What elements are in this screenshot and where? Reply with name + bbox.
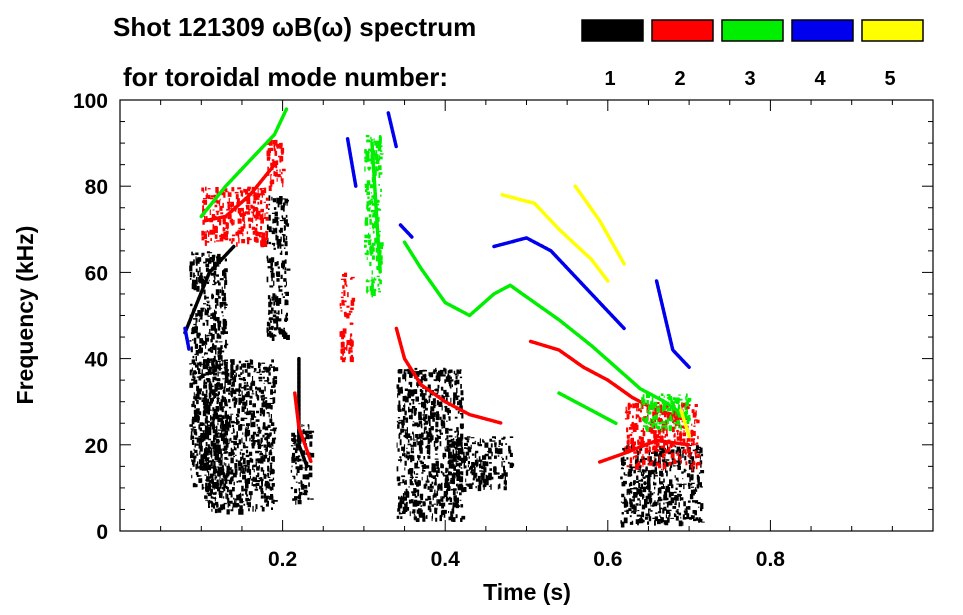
track-mode-2-0 — [203, 162, 277, 223]
y-tick-label: 40 — [85, 349, 108, 372]
x-tick-label: 0.4 — [431, 548, 461, 571]
track-mode-3-0 — [199, 106, 289, 219]
track-mode-4-4 — [654, 279, 691, 369]
blob-mode-1-3 — [290, 424, 315, 505]
blob-mode-2-2-fill — [339, 272, 356, 363]
y-tick-label: 0 — [96, 521, 108, 544]
y-axis-label: Frequency (kHz) — [12, 226, 38, 405]
blob-mode-2-2 — [339, 272, 356, 363]
track-mode-2-2 — [394, 326, 504, 426]
track-mode-5-0 — [500, 193, 610, 283]
track-mode-4-1 — [386, 111, 399, 150]
legend-swatch-mode-2 — [651, 19, 714, 42]
y-tick-label: 60 — [85, 262, 108, 285]
track-mode-4-2 — [398, 223, 415, 240]
track-mode-3-2 — [370, 141, 382, 275]
series-mode-3 — [199, 106, 692, 432]
track-mode-2-4 — [597, 438, 691, 464]
x-tick-label: 0.2 — [268, 548, 297, 571]
track-mode-1-1 — [183, 244, 236, 335]
title-line-1: Shot 121309 ωB(ω) spectrum — [113, 12, 476, 42]
legend: 1 2 3 4 5 — [581, 19, 924, 90]
legend-mode-1: 1 — [604, 68, 615, 90]
legend-mode-3: 3 — [744, 68, 755, 90]
mode-spectra — [183, 106, 705, 528]
track-mode-4-0 — [183, 326, 191, 352]
blob-mode-1-5-fill — [445, 436, 515, 492]
legend-swatch-mode-4 — [791, 19, 854, 42]
blob-mode-1-4-fill — [396, 367, 466, 522]
axes — [119, 99, 934, 532]
track-mode-3-1 — [402, 240, 691, 421]
track-mode-5-2 — [679, 408, 691, 438]
series-mode-1 — [183, 195, 705, 528]
blob-mode-1-2 — [266, 195, 291, 341]
x-axis-label: Time (s) — [483, 579, 571, 605]
blob-mode-3-1-fill — [640, 393, 692, 432]
track-mode-3-3 — [557, 391, 618, 426]
blob-mode-2-0 — [201, 186, 269, 248]
blob-mode-1-1 — [201, 358, 279, 515]
blob-mode-1-5 — [445, 436, 515, 492]
blob-mode-2-0-fill — [201, 186, 269, 248]
blob-mode-1-4 — [396, 367, 466, 522]
y-tick-label: 20 — [85, 435, 108, 458]
y-tick-label: 80 — [85, 176, 108, 199]
y-tick-labels: 0 20 40 60 80 100 — [73, 90, 108, 544]
series-mode-4 — [183, 111, 691, 369]
legend-mode-4: 4 — [814, 68, 826, 90]
series-mode-5 — [500, 184, 691, 438]
legend-swatch-mode-1 — [581, 19, 644, 42]
legend-swatch-mode-5 — [861, 19, 924, 42]
track-mode-1-0 — [297, 356, 309, 469]
blob-mode-1-1-fill — [201, 358, 279, 515]
blob-mode-3-1 — [640, 393, 692, 432]
x-tick-labels: 0.2 0.4 0.6 0.8 — [268, 548, 785, 571]
blob-mode-1-3-fill — [290, 424, 315, 505]
legend-swatch-mode-3 — [721, 19, 784, 42]
title-line-2: for toroidal mode number: — [123, 62, 448, 92]
blob-mode-1-2-fill — [266, 195, 291, 341]
track-mode-2-1 — [293, 391, 313, 464]
track-mode-4-3 — [492, 236, 626, 331]
y-tick-label: 100 — [73, 90, 108, 113]
legend-mode-5: 5 — [884, 68, 895, 90]
legend-mode-2: 2 — [674, 68, 685, 90]
x-tick-label: 0.8 — [756, 548, 786, 571]
track-mode-4-5 — [345, 137, 358, 188]
track-mode-5-1 — [573, 184, 626, 266]
x-tick-label: 0.6 — [593, 548, 622, 571]
